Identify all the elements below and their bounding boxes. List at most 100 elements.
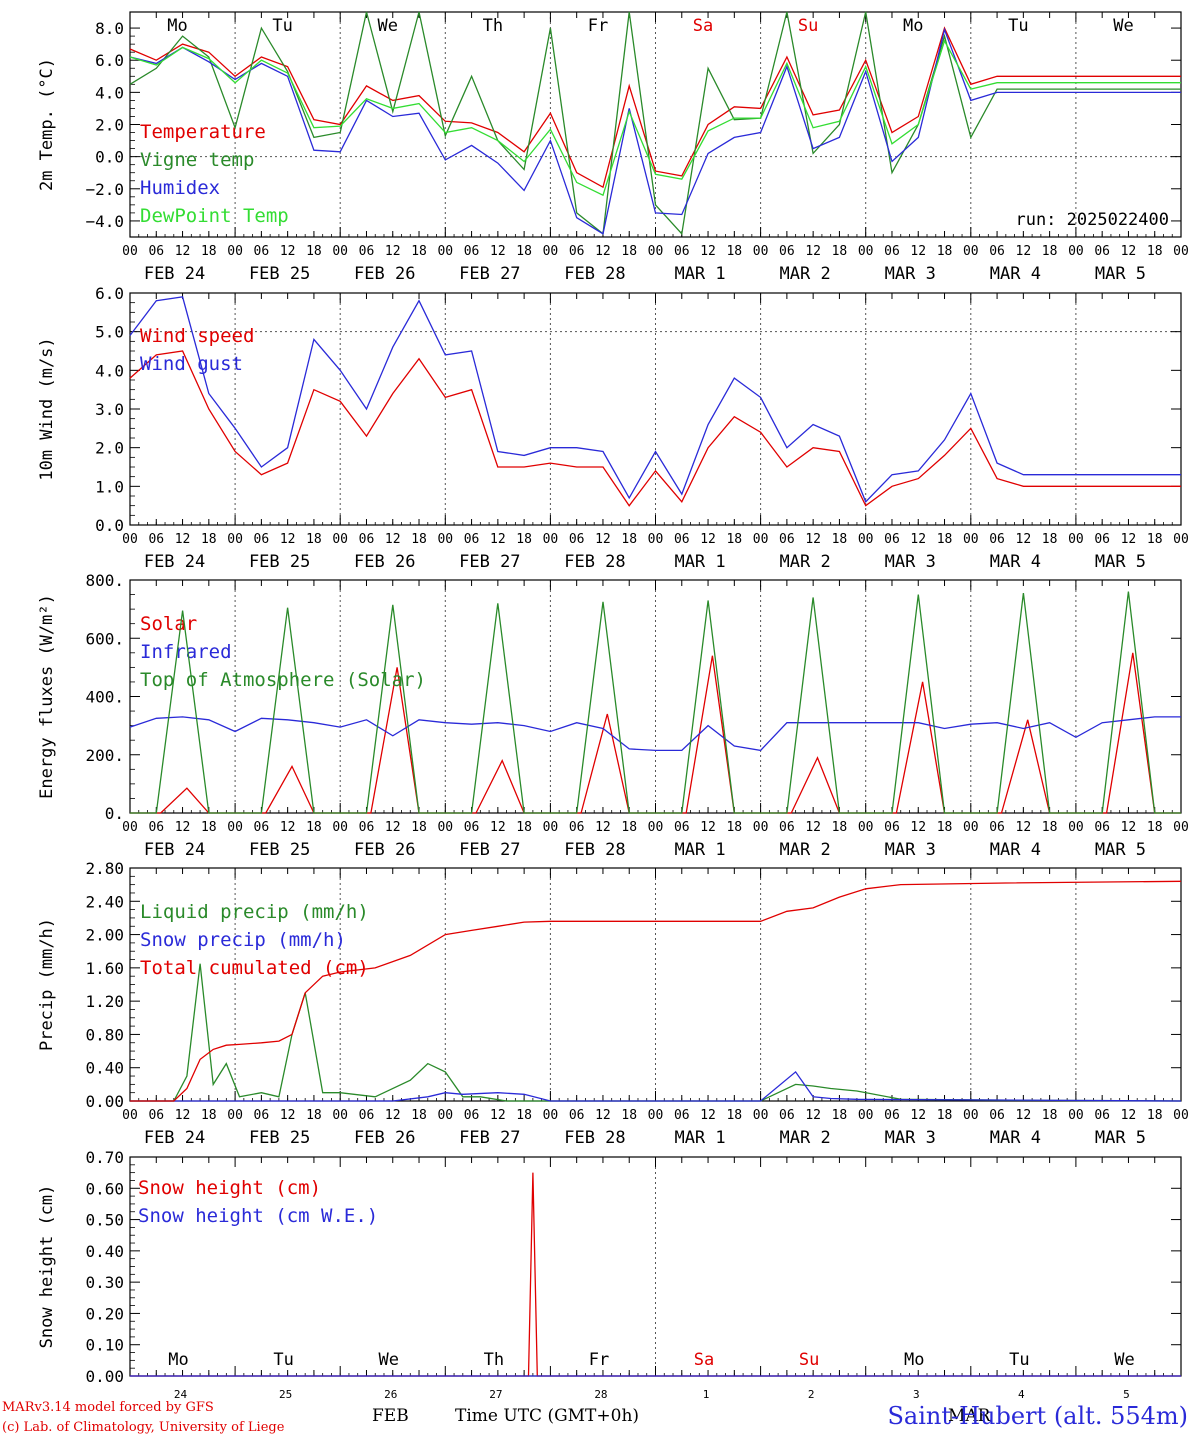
- hour-tick-label: 06: [989, 1108, 1005, 1123]
- day-number: 24: [174, 1388, 188, 1401]
- date-label: MAR 2: [780, 552, 831, 572]
- hour-tick-label: 18: [516, 820, 532, 835]
- hour-tick-label: 06: [359, 244, 375, 259]
- y-axis-label: Energy fluxes (W/m²): [37, 594, 57, 799]
- hour-tick-label: 00: [858, 532, 874, 547]
- y-tick-label: 2.0: [95, 439, 124, 458]
- hour-tick-label: 06: [569, 820, 585, 835]
- day-name: Mo: [903, 16, 923, 36]
- day-number: 3: [913, 1388, 920, 1401]
- series-line-0: [130, 963, 1182, 1102]
- hour-tick-label: 18: [411, 820, 427, 835]
- date-label: MAR 3: [885, 552, 936, 572]
- y-tick-label: 0.0: [95, 148, 124, 167]
- day-name: Sa: [694, 1350, 714, 1370]
- day-number: 5: [1123, 1388, 1130, 1401]
- y-tick-label: 0.40: [85, 1242, 124, 1261]
- date-label: MAR 3: [885, 1128, 936, 1148]
- x-axis-title: Time UTC (GMT+0h): [455, 1406, 640, 1426]
- hour-tick-label: 06: [569, 532, 585, 547]
- y-tick-label: 0.: [105, 804, 124, 823]
- hour-tick-label: 12: [175, 820, 191, 835]
- series-line-0: [129, 350, 1181, 507]
- hour-tick-label: 00: [858, 820, 874, 835]
- day-name: Th: [483, 16, 503, 36]
- date-label: MAR 5: [1095, 552, 1146, 572]
- series-line-1: [129, 11, 1181, 236]
- hour-tick-label: 00: [1173, 820, 1189, 835]
- date-label: FEB 28: [564, 264, 625, 284]
- day-name: We: [1114, 1350, 1134, 1370]
- legend-entry: Solar: [140, 613, 197, 635]
- date-label: MAR 3: [885, 264, 936, 284]
- date-label: FEB 26: [354, 840, 415, 860]
- hour-tick-label: 00: [1173, 532, 1189, 547]
- date-label: MAR 5: [1095, 840, 1146, 860]
- hour-tick-label: 06: [569, 1108, 585, 1123]
- hour-tick-label: 12: [175, 244, 191, 259]
- hour-tick-label: 00: [963, 244, 979, 259]
- hour-tick-label: 00: [332, 532, 348, 547]
- date-label: FEB 25: [249, 264, 310, 284]
- hour-tick-label: 06: [989, 820, 1005, 835]
- day-name: Fr: [589, 1350, 609, 1370]
- hour-tick-label: 18: [1147, 820, 1163, 835]
- date-label: MAR 4: [990, 840, 1041, 860]
- day-name: We: [1113, 16, 1133, 36]
- hour-tick-label: 18: [411, 1108, 427, 1123]
- month-label-mar: MAR: [948, 1406, 991, 1426]
- hour-tick-label: 06: [989, 244, 1005, 259]
- date-label: FEB 26: [354, 264, 415, 284]
- legend-entry: Snow height (cm): [138, 1177, 321, 1199]
- hour-tick-label: 00: [227, 820, 243, 835]
- credit-line-2: (c) Lab. of Climatology, University of L…: [2, 1420, 285, 1435]
- hour-tick-label: 00: [227, 1108, 243, 1123]
- hour-tick-label: 12: [1016, 820, 1032, 835]
- y-tick-label: 0.0: [95, 516, 124, 535]
- hour-tick-label: 18: [621, 820, 637, 835]
- hour-tick-label: 18: [306, 532, 322, 547]
- y-tick-label: 0.10: [85, 1336, 124, 1355]
- day-name: Mo: [168, 1350, 188, 1370]
- hour-tick-label: 18: [1147, 244, 1163, 259]
- hour-tick-label: 06: [148, 1108, 164, 1123]
- hour-tick-label: 06: [464, 820, 480, 835]
- y-axis-label: Precip (mm/h): [37, 918, 57, 1051]
- date-label: FEB 27: [459, 552, 520, 572]
- hour-tick-label: 18: [201, 532, 217, 547]
- hour-tick-label: 18: [201, 820, 217, 835]
- y-axis-label: 2m Temp. (°C): [37, 58, 57, 191]
- hour-tick-label: 06: [148, 532, 164, 547]
- date-label: MAR 1: [674, 552, 725, 572]
- hour-tick-label: 12: [1016, 1108, 1032, 1123]
- hour-tick-label: 06: [884, 532, 900, 547]
- y-tick-label: 2.0: [95, 116, 124, 135]
- hour-tick-label: 00: [122, 532, 138, 547]
- y-tick-label: 3.0: [95, 400, 124, 419]
- hour-tick-label: 12: [805, 244, 821, 259]
- date-label: FEB 27: [459, 1128, 520, 1148]
- hour-tick-label: 18: [516, 532, 532, 547]
- hour-tick-label: 00: [753, 820, 769, 835]
- series-line-2: [129, 27, 1181, 235]
- hour-tick-label: 00: [1068, 820, 1084, 835]
- date-label: MAR 5: [1095, 264, 1146, 284]
- hour-tick-label: 18: [937, 820, 953, 835]
- hour-tick-label: 18: [201, 244, 217, 259]
- y-axis-label: Snow height (cm): [37, 1185, 57, 1349]
- day-number: 4: [1018, 1388, 1025, 1401]
- day-name: Sa: [693, 16, 713, 36]
- day-name: Mo: [904, 1350, 924, 1370]
- hour-tick-label: 00: [332, 244, 348, 259]
- hour-tick-label: 00: [1068, 244, 1084, 259]
- hour-tick-label: 00: [1173, 1108, 1189, 1123]
- legend-entry: Snow precip (mm/h): [140, 929, 346, 951]
- date-label: FEB 27: [459, 264, 520, 284]
- legend-entry: Top of Atmosphere (Solar): [140, 669, 426, 691]
- y-tick-label: 4.0: [95, 83, 124, 102]
- legend-entry: Wind speed: [140, 325, 254, 347]
- series-line-2: [130, 591, 1181, 814]
- date-label: FEB 25: [249, 840, 310, 860]
- hour-tick-label: 18: [1042, 1108, 1058, 1123]
- hour-tick-label: 18: [1147, 1108, 1163, 1123]
